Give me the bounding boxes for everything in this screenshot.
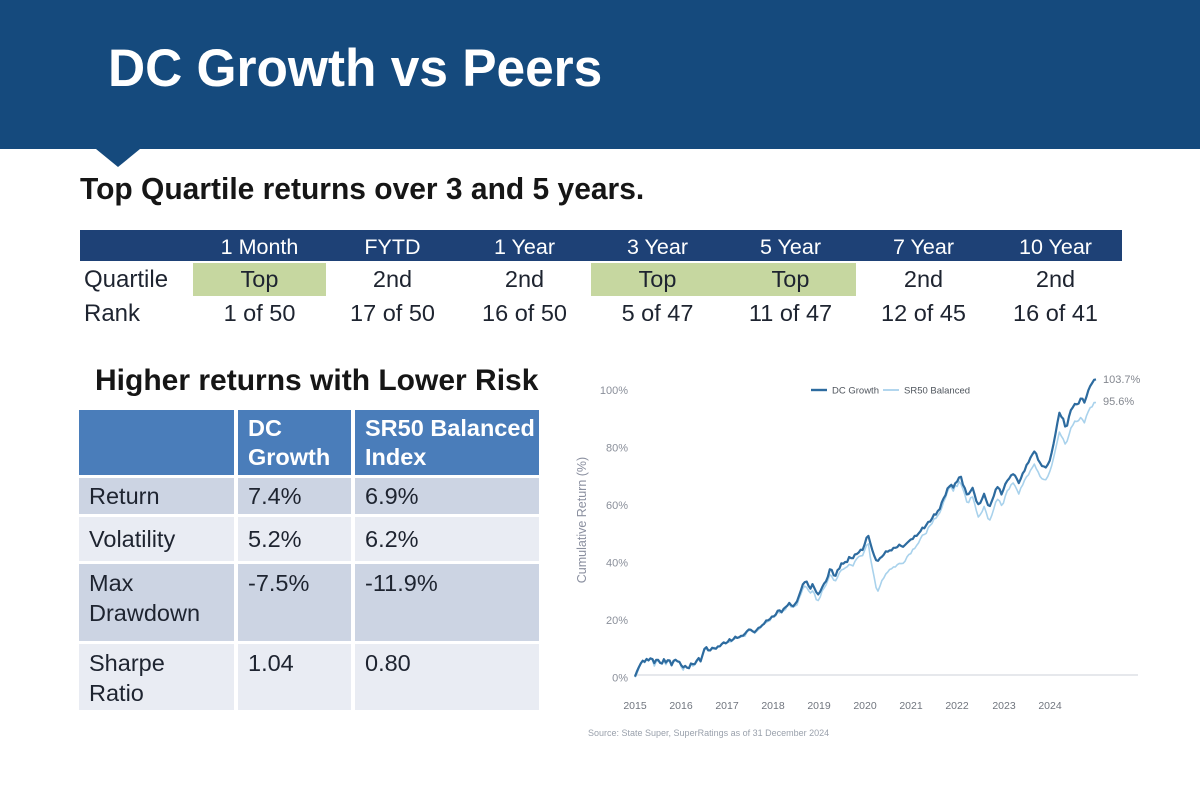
svg-text:2019: 2019 <box>807 700 831 712</box>
svg-text:2016: 2016 <box>669 700 693 712</box>
svg-text:Cumulative Return (%): Cumulative Return (%) <box>575 457 589 583</box>
svg-text:2023: 2023 <box>992 700 1016 712</box>
svg-text:2018: 2018 <box>761 700 785 712</box>
svg-text:80%: 80% <box>606 443 628 455</box>
svg-text:103.7%: 103.7% <box>1103 374 1141 386</box>
svg-text:2020: 2020 <box>853 700 877 712</box>
svg-text:40%: 40% <box>606 558 628 570</box>
svg-text:2022: 2022 <box>945 700 969 712</box>
svg-text:2021: 2021 <box>899 700 923 712</box>
svg-text:100%: 100% <box>600 385 628 397</box>
svg-text:20%: 20% <box>606 615 628 627</box>
svg-text:60%: 60% <box>606 500 628 512</box>
svg-text:2015: 2015 <box>623 700 647 712</box>
svg-text:95.6%: 95.6% <box>1103 396 1134 408</box>
svg-text:2024: 2024 <box>1038 700 1062 712</box>
svg-text:0%: 0% <box>612 673 628 685</box>
svg-text:2017: 2017 <box>715 700 739 712</box>
svg-text:SR50 Balanced: SR50 Balanced <box>904 386 970 397</box>
svg-text:DC Growth: DC Growth <box>832 386 879 397</box>
